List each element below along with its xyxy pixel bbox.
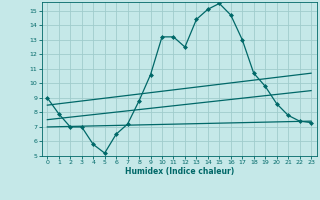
- X-axis label: Humidex (Indice chaleur): Humidex (Indice chaleur): [124, 167, 234, 176]
